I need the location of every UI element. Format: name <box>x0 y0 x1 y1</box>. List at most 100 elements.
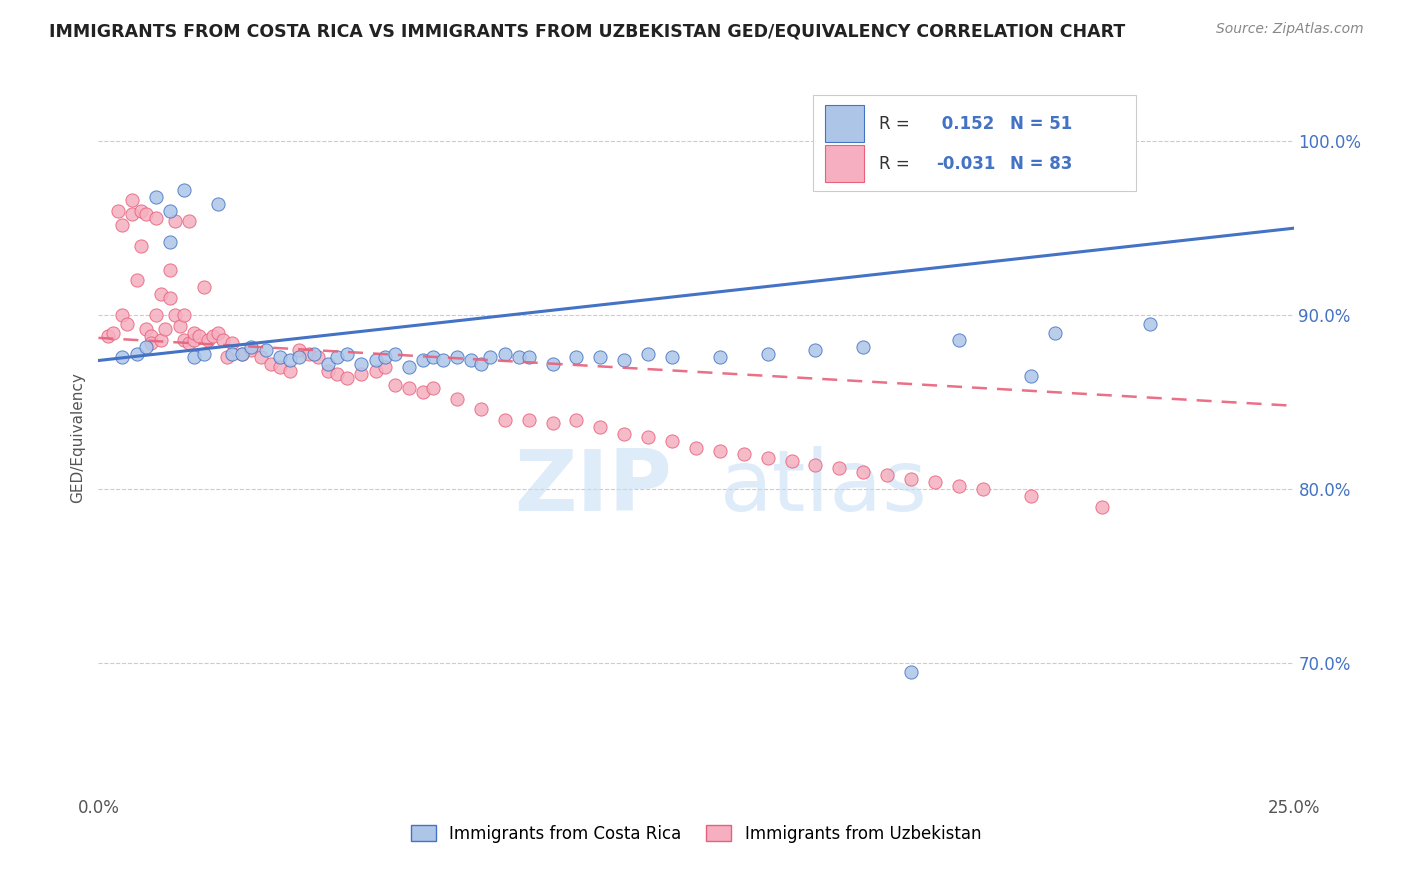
Point <box>231 346 253 360</box>
Point <box>828 461 851 475</box>
Point <box>173 308 195 322</box>
Legend: Immigrants from Costa Rica, Immigrants from Uzbekistan: Immigrants from Costa Rica, Immigrants f… <box>404 819 988 850</box>
Text: ZIP: ZIP <box>515 445 672 529</box>
Point <box>211 333 233 347</box>
Point <box>115 317 138 331</box>
Point <box>589 419 612 434</box>
Point <box>412 384 434 399</box>
Point <box>145 308 167 322</box>
Point <box>398 360 420 375</box>
Point <box>780 454 803 468</box>
Text: 0.152: 0.152 <box>936 115 994 133</box>
Point <box>494 412 516 426</box>
Point <box>804 458 827 472</box>
Point <box>517 350 540 364</box>
Point <box>479 350 502 364</box>
Point <box>1043 326 1066 340</box>
Point <box>269 350 291 364</box>
Point <box>364 364 387 378</box>
Point <box>111 308 134 322</box>
Point <box>637 430 659 444</box>
Point <box>183 333 205 347</box>
Point <box>565 412 588 426</box>
Point <box>193 280 215 294</box>
Point <box>470 402 492 417</box>
Point <box>159 291 181 305</box>
Point <box>384 377 406 392</box>
Point <box>972 483 994 497</box>
Point <box>145 211 167 225</box>
Point <box>494 346 516 360</box>
Point <box>613 426 636 441</box>
Point <box>948 479 970 493</box>
Point <box>125 273 148 287</box>
Point <box>876 468 898 483</box>
Point <box>278 364 301 378</box>
Point <box>111 350 134 364</box>
Point <box>197 333 219 347</box>
Point <box>221 346 243 360</box>
Point <box>364 353 387 368</box>
Point <box>221 336 243 351</box>
Point <box>350 357 373 371</box>
Point <box>589 350 612 364</box>
Point <box>163 214 186 228</box>
Point <box>326 350 349 364</box>
Text: N = 83: N = 83 <box>1011 155 1073 173</box>
Point <box>302 346 325 360</box>
Point <box>159 203 181 218</box>
Point <box>422 381 444 395</box>
Point <box>278 353 301 368</box>
Point <box>173 183 195 197</box>
Point <box>316 364 339 378</box>
Point <box>179 214 201 228</box>
Point <box>231 346 253 360</box>
Point <box>852 340 875 354</box>
Point <box>131 203 153 218</box>
Point <box>900 665 922 679</box>
Point <box>97 329 120 343</box>
Point <box>139 329 162 343</box>
Point <box>193 346 215 360</box>
Point <box>460 353 482 368</box>
Point <box>145 190 167 204</box>
Point <box>326 368 349 382</box>
Text: Source: ZipAtlas.com: Source: ZipAtlas.com <box>1216 22 1364 37</box>
Point <box>240 343 263 357</box>
Point <box>709 444 731 458</box>
Point <box>125 346 148 360</box>
Point <box>135 340 157 354</box>
Point <box>350 368 373 382</box>
Point <box>207 197 229 211</box>
Bar <box>825 145 865 182</box>
Point <box>613 353 636 368</box>
Point <box>149 287 172 301</box>
Point <box>135 322 157 336</box>
Point <box>1091 500 1114 514</box>
FancyBboxPatch shape <box>813 95 1136 191</box>
Point <box>1019 489 1042 503</box>
Point <box>541 416 564 430</box>
Point <box>517 412 540 426</box>
Point <box>685 441 707 455</box>
Point <box>900 472 922 486</box>
Point <box>637 346 659 360</box>
Point <box>173 333 195 347</box>
Point <box>288 350 311 364</box>
Point <box>269 360 291 375</box>
Point <box>307 350 329 364</box>
Point <box>756 346 779 360</box>
Point <box>107 203 129 218</box>
Point <box>254 343 277 357</box>
Point <box>336 371 359 385</box>
Point <box>159 263 181 277</box>
Point <box>446 392 468 406</box>
Point <box>316 357 339 371</box>
Point <box>111 218 134 232</box>
Point <box>131 238 153 252</box>
Text: R =: R = <box>879 155 915 173</box>
Point <box>565 350 588 364</box>
Point <box>804 343 827 357</box>
Point <box>101 326 124 340</box>
Point <box>288 343 311 357</box>
